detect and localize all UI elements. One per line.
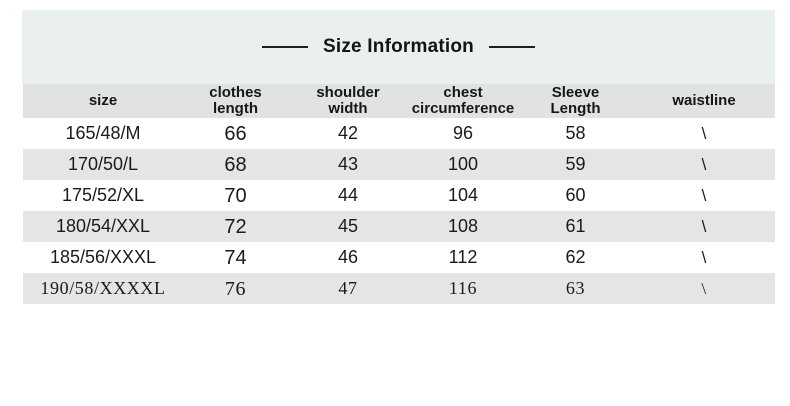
- cell-sleeve-length: 60: [565, 185, 586, 205]
- cell-clothes-length: 70: [224, 185, 247, 207]
- cell-sleeve-length: 59: [565, 154, 586, 174]
- title-dash-right-icon: [489, 46, 535, 48]
- header-clothes-length: clothes length: [209, 83, 262, 117]
- cell-waistline: \: [701, 247, 707, 267]
- cell-waistline: \: [701, 216, 707, 236]
- cell-shoulder-width: 43: [337, 154, 359, 174]
- cell-sleeve-length: 58: [565, 123, 586, 143]
- table-row: 180/54/XXL 72 45 108 61 \: [23, 211, 775, 242]
- cell-sleeve-length: 62: [565, 247, 586, 267]
- cell-waistline: \: [701, 278, 707, 298]
- cell-sleeve-length: 61: [565, 216, 586, 236]
- size-table: size clothes length shoulder width chest…: [23, 84, 775, 304]
- cell-shoulder-width: 42: [337, 123, 359, 143]
- cell-size: 165/48/M: [65, 123, 141, 143]
- table-row: 185/56/XXXL 74 46 112 62 \: [23, 242, 775, 273]
- table-row: 175/52/XL 70 44 104 60 \: [23, 180, 775, 211]
- cell-clothes-length: 76: [224, 278, 247, 300]
- table-row: 190/58/XXXXL 76 47 116 63 \: [23, 273, 775, 304]
- cell-clothes-length: 74: [224, 247, 247, 269]
- page-title: Size Information: [323, 36, 474, 57]
- table-row: 170/50/L 68 43 100 59 \: [23, 149, 775, 180]
- cell-clothes-length: 66: [224, 123, 247, 145]
- cell-shoulder-width: 46: [337, 247, 359, 267]
- cell-chest-circumference: 116: [448, 278, 478, 298]
- cell-shoulder-width: 44: [337, 185, 359, 205]
- header-row: size clothes length shoulder width chest…: [23, 84, 775, 118]
- cell-clothes-length: 72: [224, 216, 247, 238]
- cell-waistline: \: [701, 185, 707, 205]
- title-dash-left-icon: [262, 46, 308, 48]
- cell-chest-circumference: 112: [448, 247, 478, 267]
- cell-waistline: \: [701, 154, 707, 174]
- cell-chest-circumference: 104: [447, 185, 479, 205]
- title-panel: Size Information: [22, 10, 775, 84]
- header-shoulder-width: shoulder width: [316, 83, 380, 117]
- header-chest-circumference: chest circumference: [411, 83, 515, 117]
- cell-size: 175/52/XL: [61, 185, 145, 205]
- cell-chest-circumference: 100: [447, 154, 479, 174]
- cell-shoulder-width: 47: [338, 278, 358, 298]
- cell-size: 170/50/L: [67, 154, 139, 174]
- cell-clothes-length: 68: [224, 154, 247, 176]
- cell-sleeve-length: 63: [565, 278, 586, 298]
- cell-size: 180/54/XXL: [55, 216, 151, 236]
- header-sleeve-length: Sleeve Length: [550, 83, 601, 117]
- cell-chest-circumference: 96: [452, 123, 474, 143]
- cell-size: 185/56/XXXL: [49, 247, 157, 267]
- cell-shoulder-width: 45: [337, 216, 359, 236]
- header-waistline: waistline: [672, 91, 736, 109]
- cell-size: 190/58/XXXXL: [40, 278, 166, 298]
- cell-waistline: \: [701, 123, 707, 143]
- table-row: 165/48/M 66 42 96 58 \: [23, 118, 775, 149]
- header-size: size: [88, 91, 118, 109]
- cell-chest-circumference: 108: [447, 216, 479, 236]
